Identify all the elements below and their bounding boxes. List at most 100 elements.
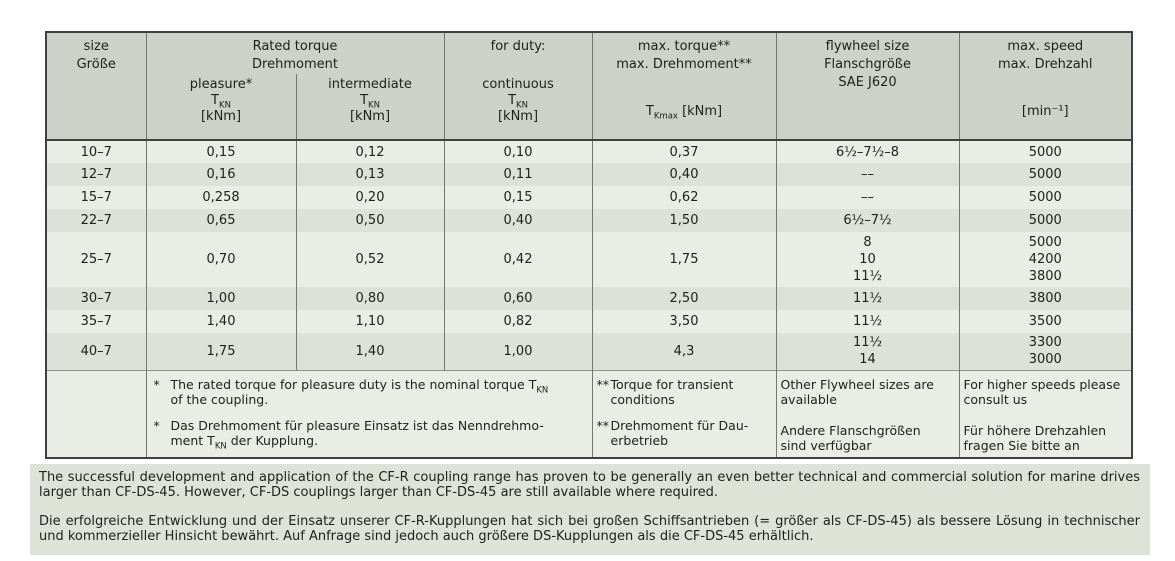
cell-pleasure: 1,00 bbox=[145, 287, 297, 310]
footnote-max-torque-en: ** Torque for transient conditions bbox=[596, 376, 734, 407]
cell-flywheel: 8 10 11½ bbox=[775, 232, 960, 287]
footnote-rated-de: * Das Drehmoment für pleasure Einsatz is… bbox=[151, 417, 588, 451]
cell-intermediate: 0,12 bbox=[295, 140, 445, 163]
table-row: 12–7 0,16 0,13 0,11 0,40 –– 5000 bbox=[45, 163, 1133, 186]
summary-paragraph-de: Die erfolgreiche Entwicklung und der Ein… bbox=[39, 513, 1140, 545]
cell-max-torque: 1,50 bbox=[591, 209, 777, 232]
cell-max-torque: 2,50 bbox=[591, 287, 777, 310]
cell-intermediate: 0,20 bbox=[295, 186, 445, 209]
cell-flywheel: 11½ bbox=[775, 287, 960, 310]
table-row: 35–7 1,40 1,10 0,82 3,50 11½ 3500 bbox=[45, 310, 1133, 333]
cell-flywheel: –– bbox=[775, 186, 960, 209]
cell-flywheel: –– bbox=[775, 163, 960, 186]
footnote-row: * The rated torque for pleasure duty is … bbox=[45, 369, 1133, 458]
cell-pleasure: 0,16 bbox=[145, 163, 297, 186]
cell-size: 10–7 bbox=[45, 140, 147, 163]
footnote-max-torque: ** Torque for transient conditions ** Dr… bbox=[591, 369, 777, 458]
cell-max-speed: 5000 bbox=[958, 209, 1133, 232]
cell-pleasure: 0,65 bbox=[145, 209, 297, 232]
cell-flywheel: 6½–7½ bbox=[775, 209, 960, 232]
header-pleasure-symbol: TKN bbox=[211, 93, 231, 111]
header-max-torque: max. torque** max. Drehmoment** TKmax [k… bbox=[591, 32, 777, 141]
cell-pleasure: 0,70 bbox=[145, 232, 297, 287]
footnote-speed-de: Für höhere Drehzahlen fragen Sie bitte a… bbox=[963, 422, 1107, 453]
table-row: 25–7 0,70 0,52 0,42 1,75 8 10 11½ 5000 4… bbox=[45, 232, 1133, 287]
cell-intermediate: 1,40 bbox=[295, 333, 445, 370]
cell-max-speed: 3300 3000 bbox=[958, 333, 1133, 370]
cell-max-speed: 5000 bbox=[958, 163, 1133, 186]
cell-size: 35–7 bbox=[45, 310, 147, 333]
cell-continuous: 0,11 bbox=[443, 163, 593, 186]
cell-pleasure: 1,40 bbox=[145, 310, 297, 333]
cell-size: 40–7 bbox=[45, 333, 147, 370]
header-max-torque-unit: TKmax [kNm] bbox=[645, 104, 723, 122]
cell-max-speed: 3500 bbox=[958, 310, 1133, 333]
cell-max-torque: 1,75 bbox=[591, 232, 777, 287]
cell-pleasure: 0,258 bbox=[145, 186, 297, 209]
table-row: 15–7 0,258 0,20 0,15 0,62 –– 5000 bbox=[45, 186, 1133, 209]
cell-size: 22–7 bbox=[45, 209, 147, 232]
cell-intermediate: 0,13 bbox=[295, 163, 445, 186]
cell-flywheel: 6½–7½–8 bbox=[775, 140, 960, 163]
footnote-speed: For higher speeds please consult us Für … bbox=[958, 369, 1133, 458]
header-max-speed: max. speed max. Drehzahl [min⁻¹] bbox=[958, 32, 1133, 141]
footnote-speed-en: For higher speeds please consult us bbox=[963, 376, 1121, 407]
cell-max-speed: 5000 4200 3800 bbox=[958, 232, 1133, 287]
coupling-spec-table: size Größe Rated torque Drehmoment for d… bbox=[45, 31, 1134, 459]
header-max-torque-label: max. torque** max. Drehmoment** bbox=[616, 39, 752, 72]
cell-flywheel: 11½ 14 bbox=[775, 333, 960, 370]
header-max-speed-unit: [min⁻¹] bbox=[1021, 104, 1069, 119]
header-continuous: continuous TKN [kNm] bbox=[443, 74, 593, 141]
cell-max-torque: 0,37 bbox=[591, 140, 777, 163]
cell-continuous: 0,40 bbox=[443, 209, 593, 232]
cell-intermediate: 0,52 bbox=[295, 232, 445, 287]
cell-max-speed: 5000 bbox=[958, 140, 1133, 163]
header-rated-torque: Rated torque Drehmoment bbox=[145, 32, 445, 74]
cell-continuous: 0,15 bbox=[443, 186, 593, 209]
cell-continuous: 1,00 bbox=[443, 333, 593, 370]
footnote-flywheel: Other Flywheel sizes are available Ander… bbox=[775, 369, 960, 458]
cell-intermediate: 0,50 bbox=[295, 209, 445, 232]
table-row: 22–7 0,65 0,50 0,40 1,50 6½–7½ 5000 bbox=[45, 209, 1133, 232]
cell-size: 30–7 bbox=[45, 287, 147, 310]
cell-continuous: 0,82 bbox=[443, 310, 593, 333]
footnote-empty-cell bbox=[45, 369, 147, 458]
header-pleasure: pleasure* TKN [kNm] bbox=[145, 74, 297, 141]
cell-size: 15–7 bbox=[45, 186, 147, 209]
header-max-speed-label: max. speed max. Drehzahl bbox=[997, 39, 1093, 72]
cell-intermediate: 1,10 bbox=[295, 310, 445, 333]
header-for-duty: for duty: bbox=[443, 32, 593, 74]
header-flywheel-size: flywheel size Flanschgröße SAE J620 bbox=[775, 32, 960, 141]
table-row: 10–7 0,15 0,12 0,10 0,37 6½–7½–8 5000 bbox=[45, 140, 1133, 163]
summary-note: The successful development and applicati… bbox=[30, 463, 1150, 555]
table-header: size Größe Rated torque Drehmoment for d… bbox=[45, 32, 1133, 141]
cell-intermediate: 0,80 bbox=[295, 287, 445, 310]
footnote-rated-torque: * The rated torque for pleasure duty is … bbox=[145, 369, 593, 458]
cell-continuous: 0,42 bbox=[443, 232, 593, 287]
header-intermediate-symbol: TKN bbox=[360, 93, 380, 111]
double-asterisk-marker: ** bbox=[596, 417, 610, 433]
cell-max-speed: 5000 bbox=[958, 186, 1133, 209]
cell-max-torque: 0,40 bbox=[591, 163, 777, 186]
cell-size: 12–7 bbox=[45, 163, 147, 186]
cell-max-torque: 3,50 bbox=[591, 310, 777, 333]
cell-pleasure: 1,75 bbox=[145, 333, 297, 370]
header-intermediate: intermediate TKN [kNm] bbox=[295, 74, 445, 141]
cell-max-torque: 0,62 bbox=[591, 186, 777, 209]
header-continuous-symbol: TKN bbox=[508, 93, 528, 111]
summary-paragraph-en: The successful development and applicati… bbox=[39, 469, 1140, 501]
footnote-flywheel-en: Other Flywheel sizes are available bbox=[780, 376, 934, 407]
footnote-rated-en: * The rated torque for pleasure duty is … bbox=[151, 377, 588, 407]
cell-pleasure: 0,15 bbox=[145, 140, 297, 163]
asterisk-marker: * bbox=[153, 376, 160, 392]
header-size: size Größe bbox=[45, 32, 147, 141]
cell-continuous: 0,10 bbox=[443, 140, 593, 163]
cell-continuous: 0,60 bbox=[443, 287, 593, 310]
footnote-max-torque-de: ** Drehmoment für Dau- erbetrieb bbox=[596, 417, 749, 448]
cell-max-speed: 3800 bbox=[958, 287, 1133, 310]
double-asterisk-marker: ** bbox=[596, 376, 610, 392]
footnote-flywheel-de: Andere Flanschgrößen sind verfügbar bbox=[780, 422, 921, 453]
asterisk-marker: * bbox=[153, 417, 160, 433]
table-body: 10–7 0,15 0,12 0,10 0,37 6½–7½–8 5000 12… bbox=[45, 140, 1133, 458]
